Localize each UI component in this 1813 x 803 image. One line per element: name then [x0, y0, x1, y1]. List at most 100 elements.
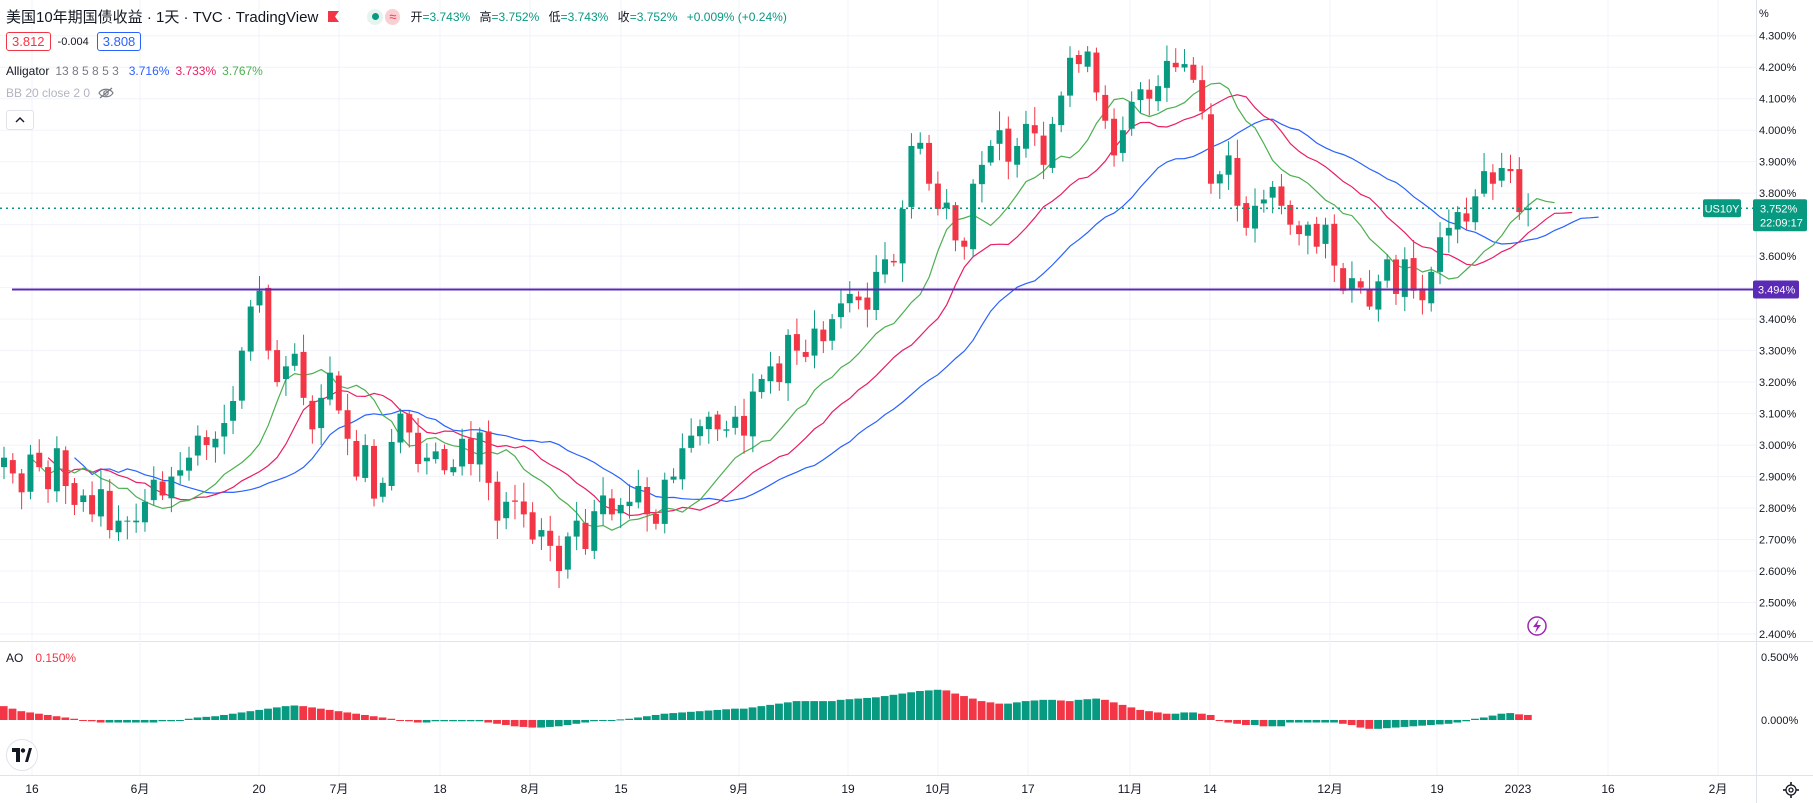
candle-body — [1040, 135, 1047, 165]
eye-icon[interactable] — [98, 87, 114, 99]
ao-bar — [651, 714, 660, 720]
candle-body — [529, 512, 536, 540]
ao-bar — [1479, 717, 1488, 720]
candle-body — [556, 545, 563, 572]
ao-axis[interactable]: 0.500% 0.000% — [1761, 652, 1799, 727]
collapse-legend-button[interactable] — [6, 110, 34, 130]
candle — [978, 151, 985, 203]
ao-bar — [361, 714, 369, 720]
candle-body — [1472, 196, 1479, 223]
ao-bar — [352, 713, 360, 720]
price-tick-label: 3.600% — [1759, 251, 1797, 263]
candle — [1463, 197, 1470, 231]
candle-body — [1322, 224, 1329, 244]
candle-body — [1375, 281, 1382, 310]
ao-bar — [1171, 713, 1180, 720]
candle — [1155, 75, 1162, 111]
ao-bar — [440, 720, 449, 722]
ohlc-low-value: =3.743% — [560, 10, 609, 24]
candle — [1392, 254, 1399, 305]
bb-legend[interactable]: BB 20 close 2 0 — [6, 86, 114, 100]
ao-bar — [1189, 712, 1197, 720]
candle — [282, 356, 289, 396]
candle — [1357, 277, 1364, 294]
candle-body — [899, 208, 906, 264]
ao-bar — [1136, 709, 1145, 720]
candle — [1190, 57, 1197, 83]
candle-body — [1172, 62, 1179, 68]
ao-tick-label: 0.500% — [1761, 652, 1799, 664]
candle — [36, 439, 43, 472]
candle — [1075, 50, 1082, 73]
candle — [635, 469, 642, 509]
buy-price-button[interactable]: 3.808 — [96, 32, 142, 51]
ao-bar — [739, 708, 748, 720]
ao-bar — [960, 696, 968, 720]
candle — [705, 411, 712, 444]
candle-body — [1489, 172, 1496, 184]
sell-price-button[interactable]: 3.812 — [6, 32, 51, 51]
candle — [987, 140, 994, 166]
candle-body — [45, 467, 52, 490]
candle — [1481, 153, 1488, 197]
ohlc-high-value: =3.752% — [491, 10, 540, 24]
candle-body — [1, 457, 7, 468]
candle-body — [635, 486, 642, 503]
candle — [415, 418, 422, 473]
price-tick-label: 3.300% — [1759, 346, 1797, 358]
candle — [829, 314, 836, 351]
ao-bar — [246, 711, 255, 720]
candle-body — [573, 520, 580, 537]
symbol-title[interactable]: 美国10年期国债收益 · 1天 · TVC · TradingView — [6, 9, 319, 26]
candle-body — [124, 520, 131, 522]
ao-bar — [1338, 720, 1347, 724]
candle-body — [1093, 52, 1100, 93]
candle — [291, 343, 298, 371]
alligator-legend[interactable]: Alligator 13 8 5 8 5 3 3.716% 3.733% 3.7… — [6, 64, 263, 78]
legend-title-row: 美国10年期国债收益 · 1天 · TVC · TradingView ≈ 开=… — [6, 6, 793, 27]
time-axis[interactable]: 16 6月 20 7月 18 8月 15 9月 19 10月 17 11月 14 12月 19 2023 16 2… — [25, 782, 1727, 796]
tradingview-logo-icon[interactable] — [6, 739, 38, 771]
ao-bar — [387, 718, 396, 720]
ao-bar — [792, 701, 801, 720]
ohlc-high-label: 高 — [479, 10, 492, 24]
alligator-jaw-value: 3.716% — [128, 64, 170, 78]
ao-name: AO — [6, 651, 24, 665]
candle-body — [494, 481, 501, 521]
candle — [1507, 154, 1514, 184]
ao-bar — [827, 701, 836, 720]
candle — [1049, 116, 1056, 173]
candle-body — [767, 366, 774, 382]
candle-body — [353, 441, 360, 477]
candle — [203, 430, 210, 460]
status-pill[interactable]: ≈ — [367, 8, 401, 25]
price-tick-label: 2.800% — [1759, 503, 1797, 515]
candle — [899, 200, 906, 282]
candle — [379, 477, 386, 503]
candle-body — [1401, 259, 1408, 297]
candle-body — [793, 334, 800, 351]
candle-body — [670, 476, 677, 480]
candle — [159, 471, 166, 501]
candle — [1111, 108, 1118, 167]
flag-icon[interactable] — [328, 11, 340, 22]
ao-bar — [290, 705, 299, 720]
ao-bar — [228, 713, 237, 720]
ao-bar — [466, 720, 475, 722]
candle-body — [467, 438, 474, 464]
candle-body — [1516, 169, 1523, 213]
candle-body — [1410, 258, 1417, 291]
candle-body — [1260, 199, 1267, 204]
ao-bar — [79, 720, 87, 721]
ao-bar — [1021, 701, 1030, 720]
ao-bar — [1065, 701, 1074, 720]
ao-bar — [1444, 720, 1453, 724]
ao-legend[interactable]: AO 0.150% — [6, 651, 76, 665]
settings-icon[interactable] — [1782, 781, 1800, 799]
ao-bar — [220, 714, 228, 720]
alligator-lines — [30, 82, 1599, 531]
ao-bar — [616, 719, 625, 721]
price-axis[interactable]: % 4.300% 4.200% 4.100% 4.000% 3.900% 3.800% 3.7… — [1759, 8, 1797, 641]
time-tick-label: 11月 — [1118, 782, 1142, 796]
